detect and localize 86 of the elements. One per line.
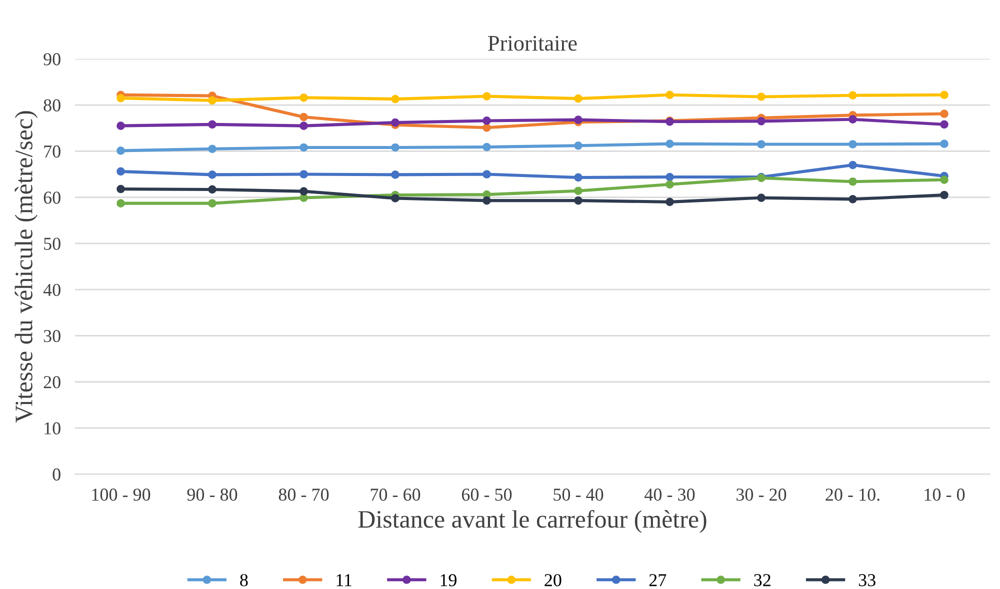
x-tick-label: 20 - 10. xyxy=(826,488,880,501)
y-tick-label: 50 xyxy=(44,238,60,250)
point xyxy=(116,167,125,176)
x-tick-label: 10 - 0 xyxy=(924,488,965,501)
x-tick-label: 100 - 90 xyxy=(92,488,150,501)
point xyxy=(482,170,491,178)
point xyxy=(391,143,400,152)
y-tick-label: 20 xyxy=(44,376,60,388)
point xyxy=(482,92,491,100)
point xyxy=(300,112,308,122)
legend-label: 8 xyxy=(240,574,248,586)
point xyxy=(757,92,766,101)
point xyxy=(940,120,948,129)
point xyxy=(482,196,491,205)
x-tick-label: 30 - 20 xyxy=(736,488,786,501)
point xyxy=(757,194,766,202)
point xyxy=(848,91,857,100)
point xyxy=(300,93,308,102)
point xyxy=(482,116,491,125)
point xyxy=(116,199,125,208)
x-tick-label: 70 - 60 xyxy=(370,488,420,501)
point xyxy=(208,120,216,129)
point xyxy=(300,187,308,196)
y-tick-label: 80 xyxy=(44,99,60,112)
point xyxy=(757,117,766,126)
point xyxy=(116,184,125,194)
legend-label: 20 xyxy=(544,574,562,586)
point xyxy=(208,96,216,105)
point xyxy=(848,115,857,124)
point xyxy=(940,110,948,118)
point xyxy=(300,170,308,178)
point xyxy=(666,140,674,148)
point xyxy=(300,122,308,130)
legend-label: 27 xyxy=(649,574,666,586)
x-tick-label: 80 - 70 xyxy=(278,488,329,501)
y-tick-label: 40 xyxy=(43,284,60,296)
point xyxy=(848,160,857,170)
point xyxy=(391,170,400,179)
point xyxy=(940,190,948,200)
point xyxy=(574,116,582,124)
y-axis-title: Vitesse du véhicule (mètre/sec) xyxy=(14,111,38,423)
point xyxy=(391,118,400,127)
point xyxy=(574,196,582,205)
point xyxy=(666,90,674,100)
y-tick-label: 60 xyxy=(44,192,60,204)
point xyxy=(574,173,582,182)
point xyxy=(940,140,948,148)
point xyxy=(848,177,857,186)
point xyxy=(391,194,400,202)
legend-label: 33 xyxy=(858,574,876,586)
y-tick-label: 90 xyxy=(44,53,60,66)
point xyxy=(208,170,216,179)
point xyxy=(666,172,674,182)
legend-label: 32 xyxy=(754,574,770,586)
chart-title: Prioritaire xyxy=(488,36,577,51)
legend-label: 19 xyxy=(440,574,456,586)
point xyxy=(848,194,857,204)
x-tick-label: 60 - 50 xyxy=(462,488,512,501)
point xyxy=(482,142,491,152)
point xyxy=(574,186,582,196)
point xyxy=(116,122,125,130)
x-tick-label: 40 - 30 xyxy=(644,488,695,501)
point xyxy=(666,180,674,189)
point xyxy=(208,199,216,208)
point xyxy=(300,143,308,152)
point xyxy=(208,185,216,194)
point xyxy=(391,94,400,104)
x-tick-label: 90 - 80 xyxy=(187,488,238,501)
x-tick-label: 50 - 40 xyxy=(554,488,604,501)
point xyxy=(848,140,857,148)
point xyxy=(116,94,125,102)
point xyxy=(482,123,491,132)
y-tick-label: 10 xyxy=(44,422,60,434)
point xyxy=(757,140,766,148)
point xyxy=(574,141,582,150)
point xyxy=(574,94,582,103)
point xyxy=(116,146,125,155)
point xyxy=(940,176,948,184)
x-axis-title: Distance avant le carrefour (mètre) xyxy=(358,510,706,533)
point xyxy=(208,144,216,154)
point xyxy=(940,90,948,100)
legend-label: 11 xyxy=(336,574,352,586)
y-tick-label: 70 xyxy=(44,145,60,158)
y-tick-label: 0 xyxy=(52,468,60,481)
point xyxy=(666,198,674,206)
y-tick-label: 30 xyxy=(44,330,60,342)
